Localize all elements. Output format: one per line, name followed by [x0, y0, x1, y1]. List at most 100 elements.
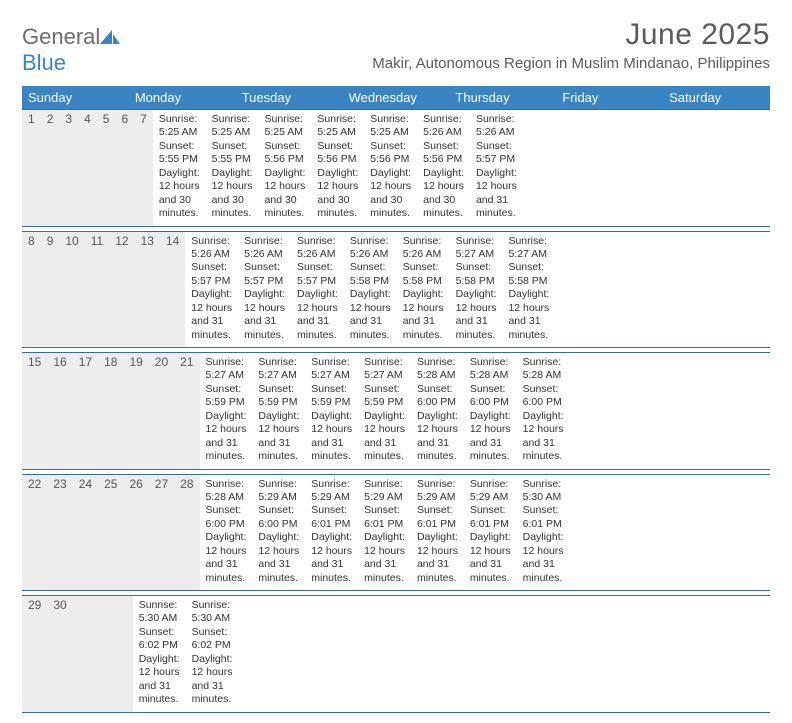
sunset-line: Sunset: 5:59 PM: [311, 383, 352, 410]
sunset-line: Sunset: 5:57 PM: [476, 140, 517, 167]
day-number-cell: 4: [78, 110, 97, 226]
sunrise-line: Sunrise: 5:29 AM: [311, 478, 352, 505]
logo: General Blue: [22, 24, 120, 76]
sunrise-line: Sunrise: 5:29 AM: [470, 478, 511, 505]
day-number-cell: 24: [73, 475, 98, 591]
daylight-line: Daylight: 12 hours and 31 minutes.: [350, 288, 391, 342]
week-row: 2930Sunrise: 5:30 AMSunset: 6:02 PMDayli…: [22, 595, 770, 713]
day-body-cell: [262, 596, 274, 712]
sunset-line: Sunset: 6:00 PM: [417, 383, 458, 410]
day-body-cell: Sunrise: 5:27 AMSunset: 5:59 PMDaylight:…: [200, 353, 253, 469]
day-body-cell: Sunrise: 5:29 AMSunset: 6:01 PMDaylight:…: [358, 475, 411, 591]
sunrise-line: Sunrise: 5:29 AM: [417, 478, 458, 505]
day-number-cell: 28: [174, 475, 199, 591]
day-body-cell: Sunrise: 5:26 AMSunset: 5:57 PMDaylight:…: [185, 232, 238, 348]
day-body-cell: Sunrise: 5:27 AMSunset: 5:58 PMDaylight:…: [502, 232, 555, 348]
daylight-line: Daylight: 12 hours and 31 minutes.: [523, 531, 564, 585]
day-body-cell: Sunrise: 5:30 AMSunset: 6:01 PMDaylight:…: [517, 475, 570, 591]
day-number-cell: 30: [47, 596, 72, 712]
daylight-line: Daylight: 12 hours and 31 minutes.: [258, 531, 299, 585]
daybody-row: Sunrise: 5:25 AMSunset: 5:55 PMDaylight:…: [153, 110, 523, 226]
day-number-cell: 10: [59, 232, 84, 348]
day-number-cell: [97, 596, 109, 712]
daynum-row: 22232425262728: [22, 475, 200, 591]
logo-word2: Blue: [22, 50, 66, 75]
daylight-line: Daylight: 12 hours and 31 minutes.: [206, 410, 247, 464]
sunrise-line: Sunrise: 5:26 AM: [403, 235, 444, 262]
sunset-line: Sunset: 5:57 PM: [244, 261, 285, 288]
sunrise-line: Sunrise: 5:25 AM: [212, 113, 253, 140]
day-number-cell: 18: [98, 353, 123, 469]
day-body-cell: Sunrise: 5:25 AMSunset: 5:55 PMDaylight:…: [153, 110, 206, 226]
sunrise-line: Sunrise: 5:27 AM: [508, 235, 549, 262]
daybody-row: Sunrise: 5:27 AMSunset: 5:59 PMDaylight:…: [200, 353, 570, 469]
day-number-cell: 11: [85, 232, 109, 348]
logo-text: General Blue: [22, 24, 120, 76]
daynum-row: 1234567: [22, 110, 153, 226]
sunrise-line: Sunrise: 5:27 AM: [206, 356, 247, 383]
day-number-cell: 13: [135, 232, 160, 348]
day-body-cell: Sunrise: 5:26 AMSunset: 5:57 PMDaylight:…: [291, 232, 344, 348]
sunset-line: Sunset: 5:55 PM: [212, 140, 253, 167]
day-number-cell: 3: [59, 110, 78, 226]
week-row: 891011121314Sunrise: 5:26 AMSunset: 5:57…: [22, 231, 770, 349]
sunrise-line: Sunrise: 5:27 AM: [311, 356, 352, 383]
day-number-cell: [85, 596, 97, 712]
day-number-cell: 20: [149, 353, 174, 469]
day-body-cell: Sunrise: 5:27 AMSunset: 5:58 PMDaylight:…: [450, 232, 503, 348]
daylight-line: Daylight: 12 hours and 30 minutes.: [370, 167, 411, 221]
daylight-line: Daylight: 12 hours and 31 minutes.: [297, 288, 338, 342]
day-body-cell: Sunrise: 5:25 AMSunset: 5:56 PMDaylight:…: [364, 110, 417, 226]
day-body-cell: Sunrise: 5:29 AMSunset: 6:01 PMDaylight:…: [464, 475, 517, 591]
day-body-cell: Sunrise: 5:28 AMSunset: 6:00 PMDaylight:…: [411, 353, 464, 469]
day-number-cell: 8: [22, 232, 41, 348]
day-number-cell: 1: [22, 110, 41, 226]
sunrise-line: Sunrise: 5:29 AM: [364, 478, 405, 505]
day-number-cell: 17: [73, 353, 98, 469]
day-number-cell: 21: [174, 353, 199, 469]
day-number-cell: 15: [22, 353, 47, 469]
page-header: General Blue June 2025 Makir, Autonomous…: [22, 18, 770, 76]
sunrise-line: Sunrise: 5:26 AM: [244, 235, 285, 262]
sunset-line: Sunset: 5:55 PM: [159, 140, 200, 167]
day-number-cell: 9: [41, 232, 60, 348]
calendar-grid: SundayMondayTuesdayWednesdayThursdayFrid…: [22, 86, 770, 713]
daybody-row: Sunrise: 5:28 AMSunset: 6:00 PMDaylight:…: [200, 475, 570, 591]
sunset-line: Sunset: 5:58 PM: [403, 261, 444, 288]
month-title: June 2025: [372, 18, 770, 52]
calendar-page: General Blue June 2025 Makir, Autonomous…: [0, 0, 792, 723]
daylight-line: Daylight: 12 hours and 31 minutes.: [364, 531, 405, 585]
sunset-line: Sunset: 5:59 PM: [364, 383, 405, 410]
weekday-header: Tuesday: [236, 86, 343, 109]
day-body-cell: Sunrise: 5:27 AMSunset: 5:59 PMDaylight:…: [305, 353, 358, 469]
day-body-cell: Sunrise: 5:27 AMSunset: 5:59 PMDaylight:…: [358, 353, 411, 469]
sunset-line: Sunset: 5:57 PM: [191, 261, 232, 288]
daylight-line: Daylight: 12 hours and 31 minutes.: [417, 410, 458, 464]
daynum-row: 2930: [22, 596, 133, 712]
day-number-cell: 26: [123, 475, 148, 591]
daylight-line: Daylight: 12 hours and 31 minutes.: [191, 288, 232, 342]
location-subtitle: Makir, Autonomous Region in Muslim Minda…: [372, 55, 770, 72]
daylight-line: Daylight: 12 hours and 31 minutes.: [364, 410, 405, 464]
week-row: 22232425262728Sunrise: 5:28 AMSunset: 6:…: [22, 474, 770, 592]
day-body-cell: Sunrise: 5:30 AMSunset: 6:02 PMDaylight:…: [133, 596, 186, 712]
daylight-line: Daylight: 12 hours and 30 minutes.: [212, 167, 253, 221]
sunset-line: Sunset: 6:01 PM: [364, 504, 405, 531]
sunset-line: Sunset: 5:59 PM: [258, 383, 299, 410]
day-number-cell: 23: [47, 475, 72, 591]
sunrise-line: Sunrise: 5:30 AM: [139, 599, 180, 626]
day-body-cell: Sunrise: 5:25 AMSunset: 5:55 PMDaylight:…: [206, 110, 259, 226]
sunset-line: Sunset: 5:56 PM: [370, 140, 411, 167]
sunrise-line: Sunrise: 5:27 AM: [364, 356, 405, 383]
sunrise-line: Sunrise: 5:28 AM: [417, 356, 458, 383]
daylight-line: Daylight: 12 hours and 31 minutes.: [476, 167, 517, 221]
daynum-row: 891011121314: [22, 232, 185, 348]
weekday-header: Saturday: [663, 86, 770, 109]
day-body-cell: [286, 596, 298, 712]
weekday-header: Monday: [129, 86, 236, 109]
daylight-line: Daylight: 12 hours and 31 minutes.: [523, 410, 564, 464]
sunrise-line: Sunrise: 5:25 AM: [265, 113, 306, 140]
sunset-line: Sunset: 6:00 PM: [258, 504, 299, 531]
day-body-cell: Sunrise: 5:30 AMSunset: 6:02 PMDaylight:…: [186, 596, 239, 712]
day-body-cell: Sunrise: 5:28 AMSunset: 6:00 PMDaylight:…: [464, 353, 517, 469]
